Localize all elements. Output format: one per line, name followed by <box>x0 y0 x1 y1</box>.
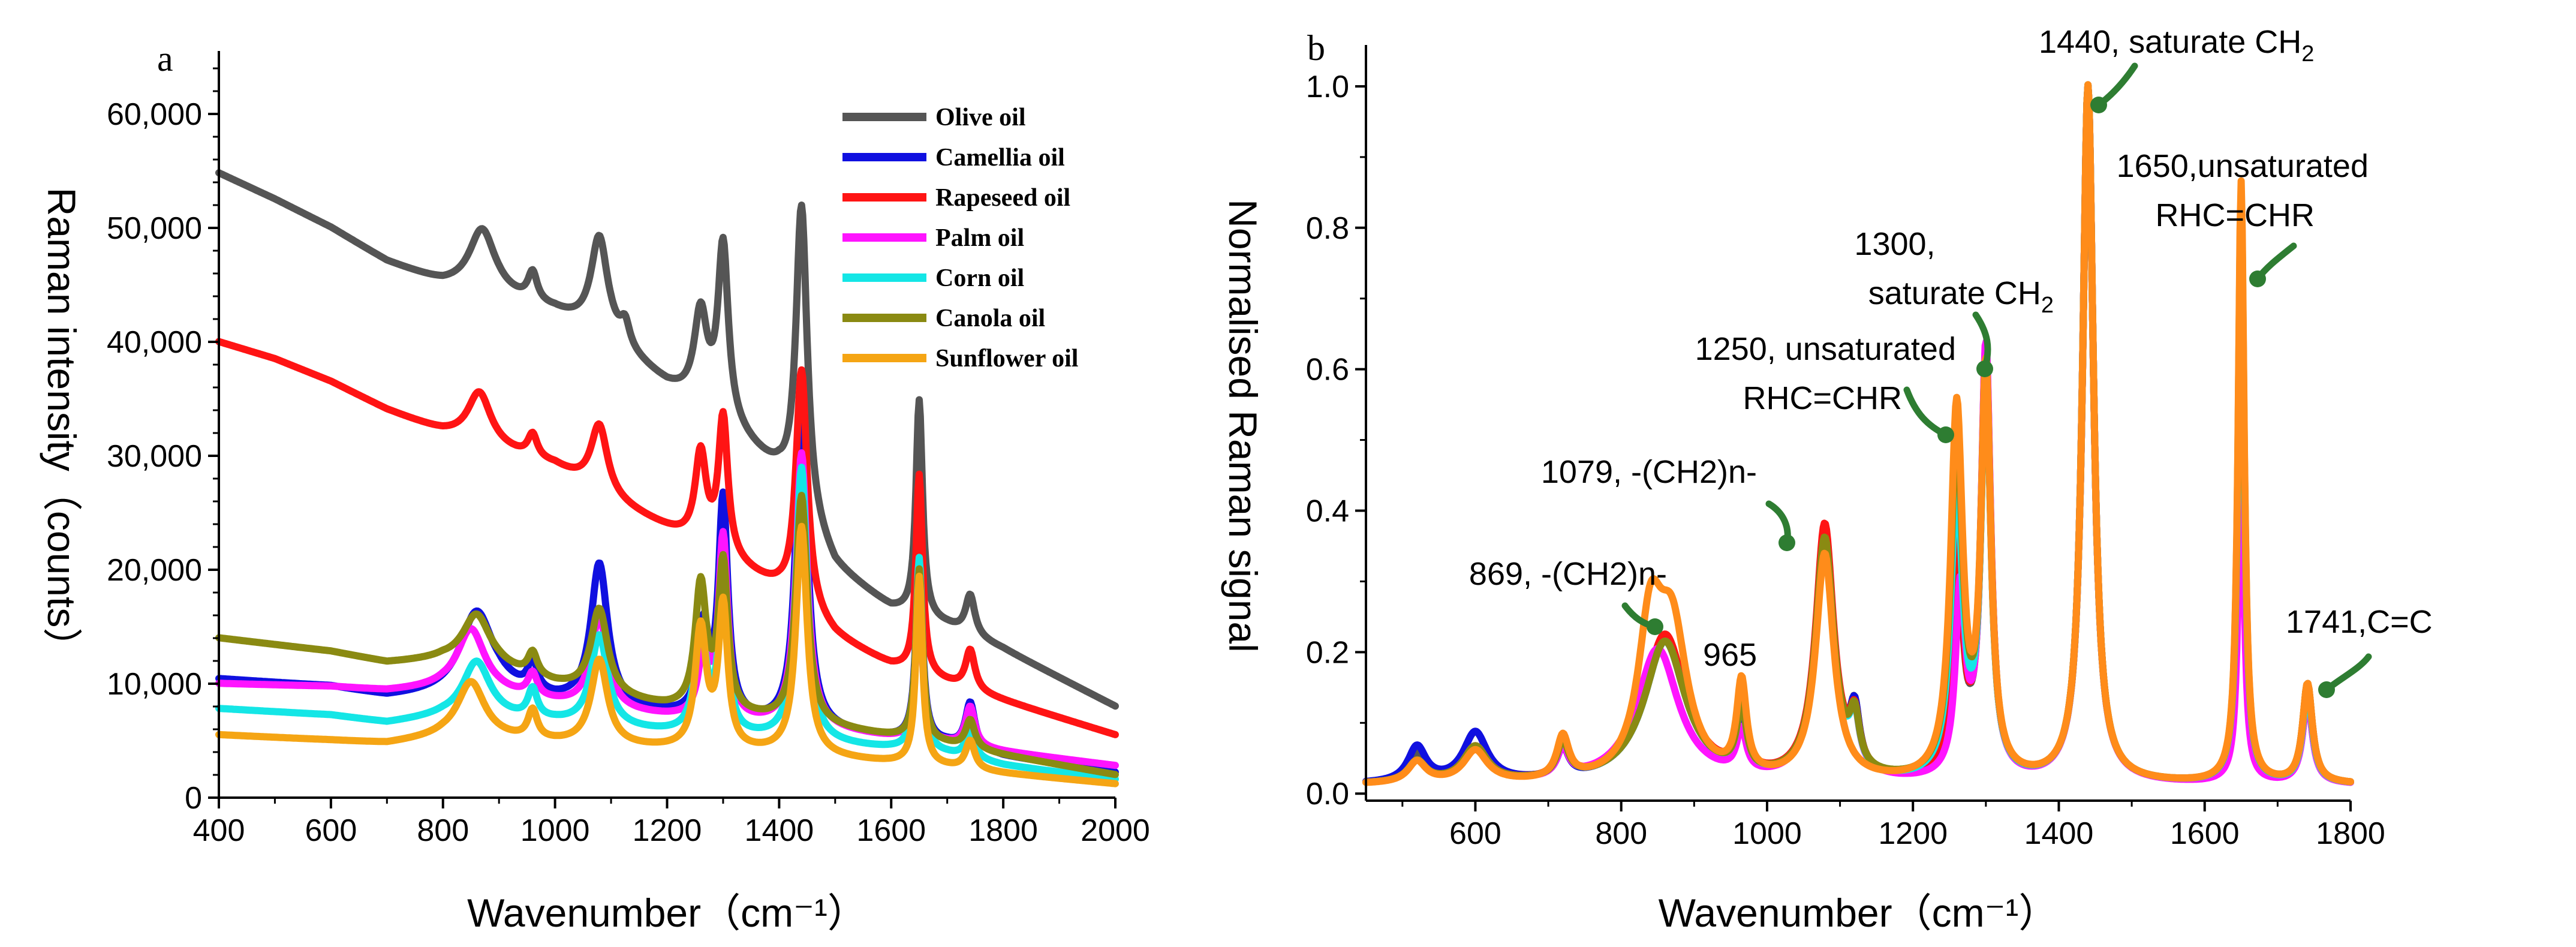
annotation-0: 1440, saturate CH2 <box>2039 24 2314 113</box>
panel-label-a: a <box>157 39 173 79</box>
annotation-arrowhead <box>2090 97 2107 113</box>
y-tick-label: 20,000 <box>107 553 202 588</box>
y-tick-label: 0.6 <box>1306 353 1349 387</box>
series-line-camellia-oil <box>1362 82 2354 786</box>
y-tick-label: 10,000 <box>107 667 202 702</box>
y-tick-label: 60,000 <box>107 97 202 132</box>
y-axis-title: Normalised Raman signal <box>1221 199 1265 653</box>
series-line-corn-oil <box>1362 81 2354 786</box>
y-tick-label: 0 <box>185 781 202 816</box>
x-tick-label: 1600 <box>856 813 926 848</box>
annotation-arrowhead <box>2318 681 2335 698</box>
annotation-line: 1741,C=C <box>2286 604 2433 640</box>
x-tick-label: 1000 <box>520 813 590 848</box>
x-tick-label: 1800 <box>968 813 1038 848</box>
x-tick-label: 1600 <box>2170 816 2240 851</box>
annotation-line: 1300, <box>1854 226 1935 262</box>
y-tick-label: 50,000 <box>107 211 202 246</box>
y-tick-label: 0.0 <box>1306 777 1349 811</box>
annotation-subscript: 2 <box>2041 293 2054 318</box>
annotation-line: 1079, -(CH2)n- <box>1541 454 1757 490</box>
series-line-olive-oil <box>1362 82 2354 786</box>
x-tick-label: 400 <box>193 813 245 848</box>
series-line-rapeseed-oil <box>1362 81 2354 786</box>
annotation-4: 1079, -(CH2)n- <box>1541 454 1795 551</box>
annotation-text: saturate CH2 <box>1868 275 2054 318</box>
annotation-2: 1300, saturate CH2 <box>1854 226 2054 377</box>
annotation-arrowhead <box>2249 270 2266 287</box>
x-tick-label: 800 <box>1595 816 1647 851</box>
y-tick-label: 0.4 <box>1306 494 1349 529</box>
annotation-line: 869, -(CH2)n- <box>1469 556 1667 592</box>
legend-label-sunflower-oil: Sunflower oil <box>935 345 1078 372</box>
series-line-olive-oil <box>215 169 1119 710</box>
x-tick-label: 1400 <box>2024 816 2094 851</box>
series-line-rapeseed-oil <box>215 338 1119 738</box>
x-axis-title: Wavenumber（cm⁻¹） <box>1659 891 2059 935</box>
legend-label-camellia-oil: Camellia oil <box>935 144 1065 172</box>
y-axis-title: Raman intensity（counts） <box>40 188 84 668</box>
annotation-line: RHC=CHR <box>2155 197 2315 233</box>
annotation-arrowhead <box>1778 534 1795 551</box>
legend-label-canola-oil: Canola oil <box>935 305 1045 332</box>
panel-a-raman-intensity-chart: 400 600 800 1000 1200 1400 1600 1800 2000 0 10,000… <box>40 39 1150 935</box>
legend-label-rapeseed-oil: Rapeseed oil <box>935 184 1070 212</box>
annotation-line: 1650,unsaturated <box>2117 148 2369 184</box>
x-axis-title: Wavenumber（cm⁻¹） <box>467 891 867 935</box>
y-tick-label: 1.0 <box>1306 70 1349 104</box>
x-tick-label: 1400 <box>745 813 814 848</box>
y-tick-label: 0.2 <box>1306 635 1349 670</box>
series-line-sunflower-oil <box>215 522 1119 787</box>
annotation-line: saturate CH <box>1868 275 2041 311</box>
panel-label-b: b <box>1307 28 1325 68</box>
legend-label-olive-oil: Olive oil <box>935 104 1026 131</box>
x-tick-label: 1200 <box>1878 816 1948 851</box>
series-line-canola-oil <box>1362 81 2354 786</box>
x-tick-label: 600 <box>1449 816 1501 851</box>
legend-label-palm-oil: Palm oil <box>935 224 1024 252</box>
annotation-arrowhead <box>1937 426 1954 443</box>
annotation-7: 1741,C=C <box>2286 604 2433 698</box>
annotation-line: 965 <box>1703 637 1757 673</box>
annotation-3: 1250, unsaturated RHC=CHR <box>1695 331 1956 443</box>
y-tick-label: 30,000 <box>107 439 202 474</box>
series-line-palm-oil <box>1362 82 2354 786</box>
x-tick-label: 1000 <box>1732 816 1802 851</box>
x-tick-label: 800 <box>417 813 469 848</box>
x-tick-label: 600 <box>305 813 357 848</box>
annotation-5: 869, -(CH2)n- <box>1469 556 1667 635</box>
annotation-arrowhead <box>1976 360 1993 377</box>
annotation-line: 1440, saturate CH <box>2039 24 2301 60</box>
series-line-sunflower-oil <box>1362 81 2354 786</box>
annotation-line: RHC=CHR <box>1743 380 1902 416</box>
annotation-arrow <box>1903 386 1949 438</box>
panel-b-normalised-raman-chart: 600 800 1000 1200 1400 1600 1800 0.0 0.2 0.4 0.6 0.… <box>1221 24 2433 935</box>
annotation-line: 1250, unsaturated <box>1695 331 1956 367</box>
legend-label-corn-oil: Corn oil <box>935 264 1024 292</box>
annotation-1: 1650,unsaturated RHC=CHR <box>2117 148 2369 287</box>
x-tick-label: 1800 <box>2316 816 2385 851</box>
series-line-corn-oil <box>215 464 1119 783</box>
x-tick-label: 2000 <box>1081 813 1150 848</box>
x-tick-label: 1200 <box>633 813 702 848</box>
annotation-subscript: 2 <box>2301 41 2314 67</box>
y-tick-label: 0.8 <box>1306 211 1349 246</box>
y-tick-label: 40,000 <box>107 325 202 360</box>
annotation-6: 965 <box>1703 637 1757 673</box>
series-line-canola-oil <box>215 492 1119 778</box>
annotation-text: 1440, saturate CH2 <box>2039 24 2314 67</box>
annotation-arrowhead <box>1647 618 1663 635</box>
